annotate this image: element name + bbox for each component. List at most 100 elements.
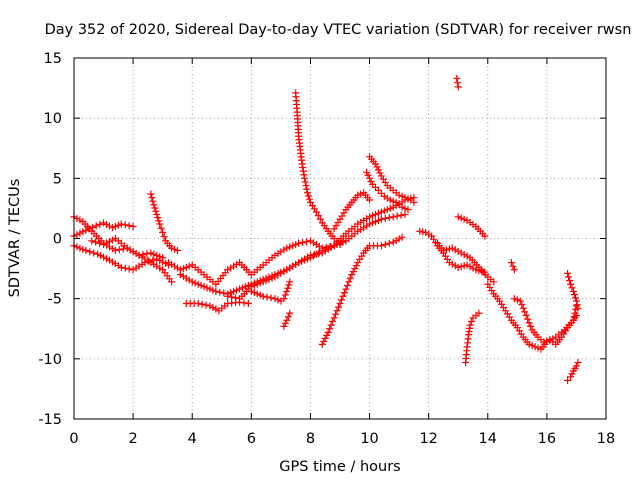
data-point: [160, 233, 168, 241]
data-point: [320, 337, 328, 345]
data-point: [302, 182, 310, 190]
data-point: [209, 303, 217, 311]
x-tick-label: 0: [69, 431, 78, 447]
data-point: [121, 221, 129, 229]
data-point: [191, 279, 199, 287]
series-arc-y: [564, 269, 582, 312]
data-point: [398, 192, 406, 200]
series-arc-n: [330, 189, 374, 233]
series-arc-c: [70, 242, 173, 274]
series-arc-t: [434, 239, 498, 286]
data-point: [289, 242, 297, 250]
data-point: [284, 284, 292, 292]
data-point: [299, 239, 307, 247]
series-arc-j: [247, 278, 294, 305]
data-point: [206, 302, 214, 310]
data-point: [111, 247, 119, 255]
data-point: [157, 224, 165, 232]
data-point: [159, 254, 167, 262]
data-point: [150, 201, 158, 209]
data-point: [200, 283, 208, 291]
data-point: [220, 289, 228, 297]
data-point: [256, 279, 264, 287]
y-tick-label: 10: [44, 111, 62, 127]
data-point: [510, 295, 518, 303]
data-point: [330, 314, 338, 322]
data-point: [250, 289, 258, 297]
data-point: [352, 262, 360, 270]
y-tick-label: -15: [38, 412, 62, 428]
data-point: [354, 191, 362, 199]
data-point: [212, 287, 220, 295]
data-point: [377, 215, 385, 223]
data-point: [531, 343, 539, 351]
data-point: [466, 321, 474, 329]
data-point: [263, 293, 271, 301]
data-point: [316, 215, 324, 223]
data-point: [543, 337, 551, 345]
data-point: [453, 79, 461, 87]
data-point: [103, 255, 111, 263]
data-point: [303, 189, 311, 197]
data-point: [568, 370, 576, 378]
data-point: [401, 204, 409, 212]
data-point: [318, 340, 326, 348]
data-point: [301, 178, 309, 186]
data-point: [342, 285, 350, 293]
data-point: [240, 299, 248, 307]
data-point: [333, 307, 341, 315]
axis-ticks: 0 2 4 6 8 10 12 14 16 18 -15 -10 -5 0 5 10 15: [38, 51, 615, 447]
data-point: [371, 160, 379, 168]
data-point: [463, 261, 471, 269]
data-point: [451, 262, 459, 270]
data-point: [398, 203, 406, 211]
data-point: [82, 226, 90, 234]
data-point: [383, 206, 391, 214]
data-point: [567, 373, 575, 381]
data-point: [574, 358, 582, 366]
series-arc-k: [280, 309, 294, 330]
data-marks: [70, 74, 582, 384]
data-point: [573, 301, 581, 309]
data-point: [103, 220, 111, 228]
data-point: [265, 275, 273, 283]
data-point: [259, 278, 267, 286]
data-point: [125, 222, 133, 230]
data-point: [280, 322, 288, 330]
data-point: [386, 204, 394, 212]
x-tick-label: 12: [419, 431, 437, 447]
data-point: [364, 171, 372, 179]
data-point: [73, 243, 81, 251]
data-point: [281, 291, 289, 299]
data-point: [267, 294, 275, 302]
data-point: [373, 163, 381, 171]
data-point: [262, 277, 270, 285]
data-point: [125, 265, 133, 273]
data-point: [524, 315, 532, 323]
data-point: [457, 214, 465, 222]
data-point: [259, 292, 267, 300]
data-point: [518, 301, 526, 309]
data-point: [209, 286, 217, 294]
data-point: [283, 316, 291, 324]
data-point: [149, 256, 157, 264]
data-point: [105, 222, 113, 230]
data-point: [250, 281, 258, 289]
y-tick-label: 5: [53, 171, 62, 187]
data-point: [381, 214, 389, 222]
data-point: [381, 241, 389, 249]
data-point: [392, 237, 400, 245]
data-point: [332, 310, 340, 318]
data-point: [385, 239, 393, 247]
data-point: [374, 166, 382, 174]
data-point: [100, 219, 108, 227]
data-point: [509, 262, 517, 270]
data-point: [188, 278, 196, 286]
data-point: [198, 300, 206, 308]
data-point: [82, 247, 90, 255]
data-point: [521, 308, 529, 316]
data-point: [111, 222, 119, 230]
data-point: [147, 190, 155, 198]
data-point: [460, 262, 468, 270]
